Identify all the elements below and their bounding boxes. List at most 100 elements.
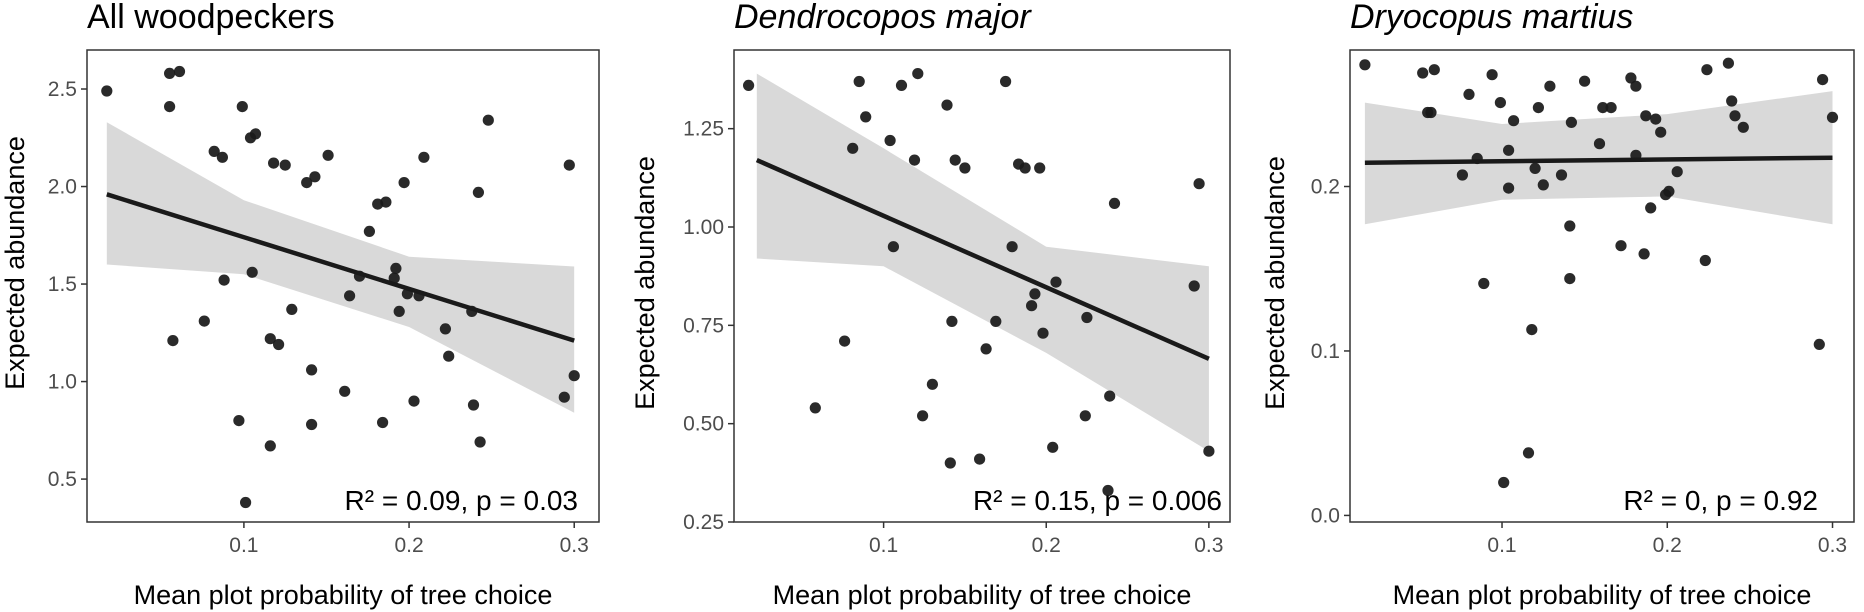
data-point (306, 418, 318, 431)
data-point (1508, 115, 1520, 127)
data-point (240, 496, 252, 509)
x-axis-label: Mean plot probability of tree choice (134, 580, 553, 610)
data-point (1663, 185, 1675, 197)
confidence-band (756, 73, 1209, 452)
data-point (322, 149, 334, 161)
data-point (218, 274, 230, 286)
data-point (264, 440, 276, 452)
data-point (839, 335, 851, 347)
panel-dendrocopos-major: Dendrocopos major Expected abundance Mea… (630, 0, 1231, 610)
data-point (1699, 254, 1711, 267)
data-point (1034, 162, 1046, 174)
data-point (101, 85, 113, 97)
data-point (1640, 110, 1652, 122)
data-point (443, 350, 455, 362)
data-point (264, 333, 276, 345)
data-point (1605, 102, 1617, 114)
data-point (1104, 390, 1116, 402)
y-tick-label: 0.25 (683, 511, 724, 534)
data-point (1737, 121, 1749, 133)
data-point (1019, 162, 1031, 174)
y-tick-label: 0.75 (683, 314, 724, 337)
data-point (568, 370, 580, 382)
data-point (482, 114, 494, 126)
data-point (860, 111, 872, 123)
fit-line-layer (1364, 155, 1833, 165)
data-point (268, 157, 280, 169)
data-point (917, 410, 929, 422)
data-point (1722, 57, 1734, 69)
y-tick-label: 2.0 (48, 176, 77, 199)
data-point (273, 338, 285, 351)
data-point (388, 272, 400, 284)
points-layer (1359, 57, 1839, 489)
data-point (467, 399, 480, 411)
data-point (1503, 182, 1515, 194)
y-tick-label: 2.5 (48, 78, 77, 101)
data-point (301, 177, 313, 189)
y-ticks: 0.25 0.50 0.75 1.00 1.25 (683, 118, 734, 534)
data-point (1026, 300, 1038, 312)
data-point (1494, 97, 1506, 109)
x-axis-label: Mean plot probability of tree choice (773, 580, 1192, 610)
x-tick-label: 0.1 (1487, 534, 1516, 557)
data-point (1544, 80, 1556, 92)
data-point (990, 315, 1002, 327)
data-point (377, 416, 389, 429)
fit-line-layer (755, 158, 1210, 361)
fit-line-layer (106, 192, 575, 343)
plot-frame (733, 49, 1231, 523)
y-tick-label: 1.25 (683, 118, 724, 141)
data-point (1522, 447, 1535, 459)
data-point (1478, 277, 1490, 290)
fit-line (755, 158, 1210, 361)
data-point (344, 290, 356, 302)
data-point (1729, 110, 1741, 122)
stats-annotation: R² = 0, p = 0.92 (1623, 485, 1818, 516)
data-point (398, 177, 410, 189)
data-point (309, 171, 321, 183)
data-point (959, 162, 971, 174)
y-ticks: 0.5 1.0 1.5 2.0 2.5 (48, 78, 87, 491)
data-point (1486, 69, 1498, 81)
data-point (1826, 111, 1839, 123)
data-point (380, 196, 392, 208)
data-point (286, 303, 298, 315)
data-point (949, 154, 961, 166)
y-tick-label: 1.0 (48, 371, 77, 394)
panel-all-woodpeckers: All woodpeckers Expected abundance Mean … (0, 0, 600, 610)
y-tick-label: 0.50 (683, 413, 724, 436)
x-tick-label: 0.1 (229, 534, 258, 557)
data-point (439, 323, 451, 335)
x-tick-label: 0.3 (560, 534, 589, 557)
panel-title: Dendrocopos major (734, 0, 1032, 36)
data-point (941, 99, 953, 111)
panel-title: All woodpeckers (87, 0, 335, 36)
data-point (1537, 179, 1549, 191)
data-point (912, 68, 924, 80)
data-point (895, 79, 908, 91)
data-point (1498, 476, 1510, 489)
x-axis-label: Mean plot probability of tree choice (1393, 580, 1812, 610)
y-axis-label: Expected abundance (1260, 156, 1290, 410)
data-point (853, 75, 865, 88)
data-point (1425, 106, 1437, 119)
data-point (236, 101, 248, 113)
y-tick-label: 0.5 (48, 468, 77, 491)
data-point (1813, 338, 1825, 350)
data-point (1532, 102, 1544, 114)
x-tick-label: 0.2 (1653, 534, 1682, 557)
plot-frame (1349, 49, 1855, 523)
plot-frame (86, 49, 600, 523)
data-point (1526, 324, 1538, 336)
data-point (884, 134, 896, 147)
panel-title: Dryocopus martius (1350, 0, 1633, 36)
points-layer (743, 68, 1215, 497)
data-point (1726, 95, 1738, 107)
confidence-band (1364, 91, 1833, 225)
data-point (1029, 288, 1041, 300)
data-point (246, 266, 258, 278)
data-point (1006, 241, 1018, 253)
x-tick-label: 0.1 (869, 534, 898, 557)
